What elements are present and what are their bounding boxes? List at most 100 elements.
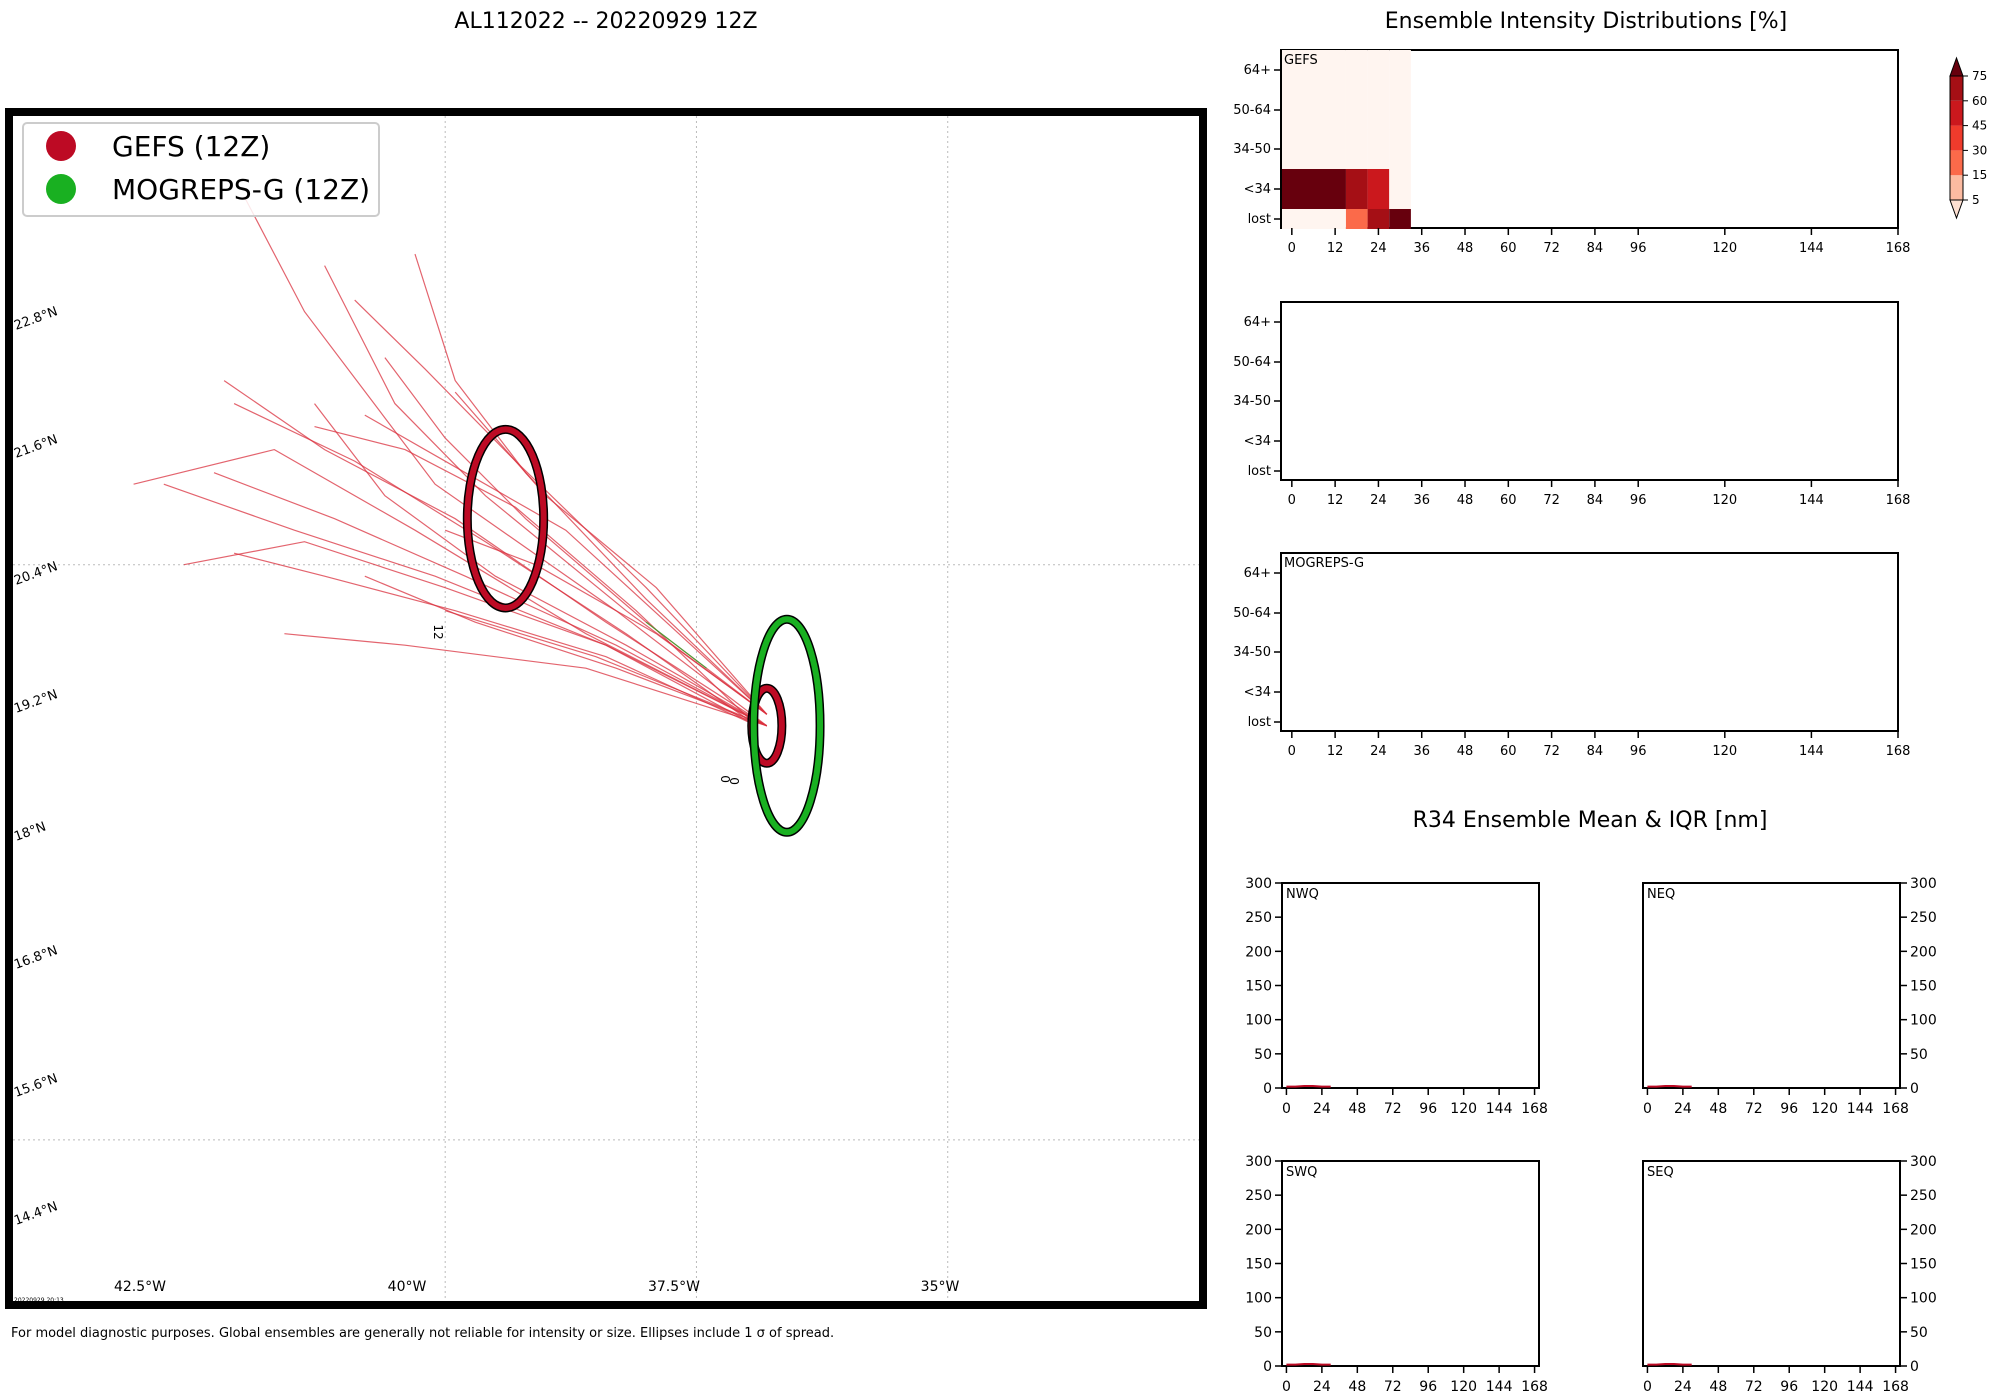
x-tick-label: 168 xyxy=(1886,744,1911,759)
heatmap-cell xyxy=(1282,90,1346,130)
x-tick-label: 24 xyxy=(1370,744,1387,759)
x-tick-label: 120 xyxy=(1712,493,1737,508)
intensity-panel-frame xyxy=(1280,301,1899,481)
y-tick-label: 300 xyxy=(1910,876,1937,892)
x-tick-label: 144 xyxy=(1799,241,1824,256)
x-tick-label: 36 xyxy=(1413,744,1430,759)
x-tick-label: 48 xyxy=(1348,1379,1366,1395)
heatmap-cell xyxy=(1389,50,1411,90)
x-tick-label: 84 xyxy=(1587,744,1604,759)
x-tick-label: 12 xyxy=(1327,744,1344,759)
x-tick-label: 72 xyxy=(1745,1379,1763,1395)
r34-panel-frame xyxy=(1642,882,1901,1089)
r34-panel-label: NWQ xyxy=(1286,887,1319,902)
y-tick-label: 100 xyxy=(1910,1291,1937,1307)
ellipse-label-gefs-0: 0 xyxy=(718,775,732,783)
intensity-panel-2 xyxy=(1280,301,1899,481)
x-tick-label: 12 xyxy=(1327,241,1344,256)
heatmap-cell xyxy=(1282,209,1346,229)
r34-panel-nwq: NWQ xyxy=(1281,882,1540,1089)
x-tick-label: 120 xyxy=(1811,1101,1838,1117)
r34-mean-line xyxy=(1647,1085,1692,1088)
intensity-panel-frame xyxy=(1280,49,1899,229)
intensity-panel-mogreps: MOGREPS-G xyxy=(1280,552,1899,732)
x-tick-label: 144 xyxy=(1847,1379,1874,1395)
x-tick-label: 96 xyxy=(1419,1379,1437,1395)
heatmap-cell xyxy=(1367,129,1390,169)
legend-label-gefs: GEFS (12Z) xyxy=(112,130,270,163)
y-tick-label: 200 xyxy=(1245,1222,1272,1238)
x-tick-label: 72 xyxy=(1745,1101,1763,1117)
gefs-track xyxy=(444,529,768,715)
heatmap-cell xyxy=(1345,50,1368,90)
y-tick-label: 50 xyxy=(1910,1325,1928,1341)
colorbar-tick-label: 75 xyxy=(1972,69,1987,83)
x-tick-label: 48 xyxy=(1457,241,1474,256)
heatmap-cell xyxy=(1389,169,1411,209)
y-tick-label: 250 xyxy=(1245,910,1272,926)
map-legend: GEFS (12Z) MOGREPS-G (12Z) xyxy=(22,122,380,217)
x-tick-label: 144 xyxy=(1799,493,1824,508)
r34-panel-frame xyxy=(1642,1160,1901,1367)
r34-panel-swq: SWQ xyxy=(1281,1160,1540,1367)
y-tick-label: 34-50 xyxy=(1233,394,1271,409)
heatmap-cell xyxy=(1282,50,1346,90)
x-tick-label: 24 xyxy=(1313,1101,1331,1117)
r34-section-title: R34 Ensemble Mean & IQR [nm] xyxy=(1413,808,1768,833)
x-tick-label: 24 xyxy=(1674,1101,1692,1117)
x-tick-label: 0 xyxy=(1282,1101,1291,1117)
colorbar-segment xyxy=(1950,175,1963,200)
x-tick-label: 84 xyxy=(1587,241,1604,256)
lon-label: 37.5°W xyxy=(648,1279,700,1295)
x-tick-label: 36 xyxy=(1413,493,1430,508)
x-tick-label: 120 xyxy=(1712,744,1737,759)
y-tick-label: 250 xyxy=(1910,910,1937,926)
gefs-track xyxy=(364,414,768,715)
heatmap-cell xyxy=(1367,50,1390,90)
heatmap-cell xyxy=(1367,90,1390,130)
x-tick-label: 0 xyxy=(1288,744,1296,759)
intensity-panel-label: GEFS xyxy=(1284,53,1318,68)
y-tick-label: lost xyxy=(1248,212,1271,227)
x-tick-label: 48 xyxy=(1709,1379,1727,1395)
gefs-track xyxy=(213,472,768,727)
x-tick-label: 72 xyxy=(1543,744,1560,759)
x-tick-label: 60 xyxy=(1500,493,1517,508)
ellipse-label-mogreps-0: 0 xyxy=(727,777,741,785)
y-tick-label: 200 xyxy=(1910,944,1937,960)
x-tick-label: 60 xyxy=(1500,241,1517,256)
intensity-panels: GEFS MOGREPS-G 64+ 50-64 34-50 <34 lost 0 12 24… xyxy=(1233,49,1910,759)
y-tick-label: <34 xyxy=(1244,434,1271,449)
x-tick-label: 72 xyxy=(1543,241,1560,256)
x-tick-label: 144 xyxy=(1799,744,1824,759)
y-tick-label: 64+ xyxy=(1244,63,1271,78)
legend-marker-gefs xyxy=(46,131,76,161)
heatmap-cell xyxy=(1389,129,1411,169)
gefs-track xyxy=(133,448,768,727)
x-tick-label: 120 xyxy=(1450,1379,1477,1395)
x-tick-label: 48 xyxy=(1457,744,1474,759)
legend-marker-mogreps xyxy=(46,174,76,204)
x-tick-label: 144 xyxy=(1486,1379,1513,1395)
y-tick-label: 50 xyxy=(1254,1325,1272,1341)
y-tick-label: 50 xyxy=(1254,1047,1272,1063)
x-tick-label: 96 xyxy=(1630,241,1647,256)
colorbar-tick-label: 15 xyxy=(1972,168,1987,182)
y-tick-label: 300 xyxy=(1245,876,1272,892)
colorbar-extend-max xyxy=(1949,56,1964,77)
r34-panel-frame xyxy=(1281,882,1540,1089)
colorbar-segment xyxy=(1950,125,1963,151)
ellipse-gefs-12 xyxy=(464,426,547,611)
y-tick-label: 64+ xyxy=(1244,566,1271,581)
r34-mean-line xyxy=(1286,1363,1331,1366)
colorbar-tick-label: 45 xyxy=(1972,119,1987,133)
x-tick-label: 0 xyxy=(1643,1101,1652,1117)
x-tick-label: 144 xyxy=(1847,1101,1874,1117)
x-tick-label: 0 xyxy=(1288,241,1296,256)
y-tick-label: 34-50 xyxy=(1233,645,1271,660)
x-tick-label: 168 xyxy=(1886,493,1911,508)
intensity-section-title: Ensemble Intensity Distributions [%] xyxy=(1385,9,1788,34)
